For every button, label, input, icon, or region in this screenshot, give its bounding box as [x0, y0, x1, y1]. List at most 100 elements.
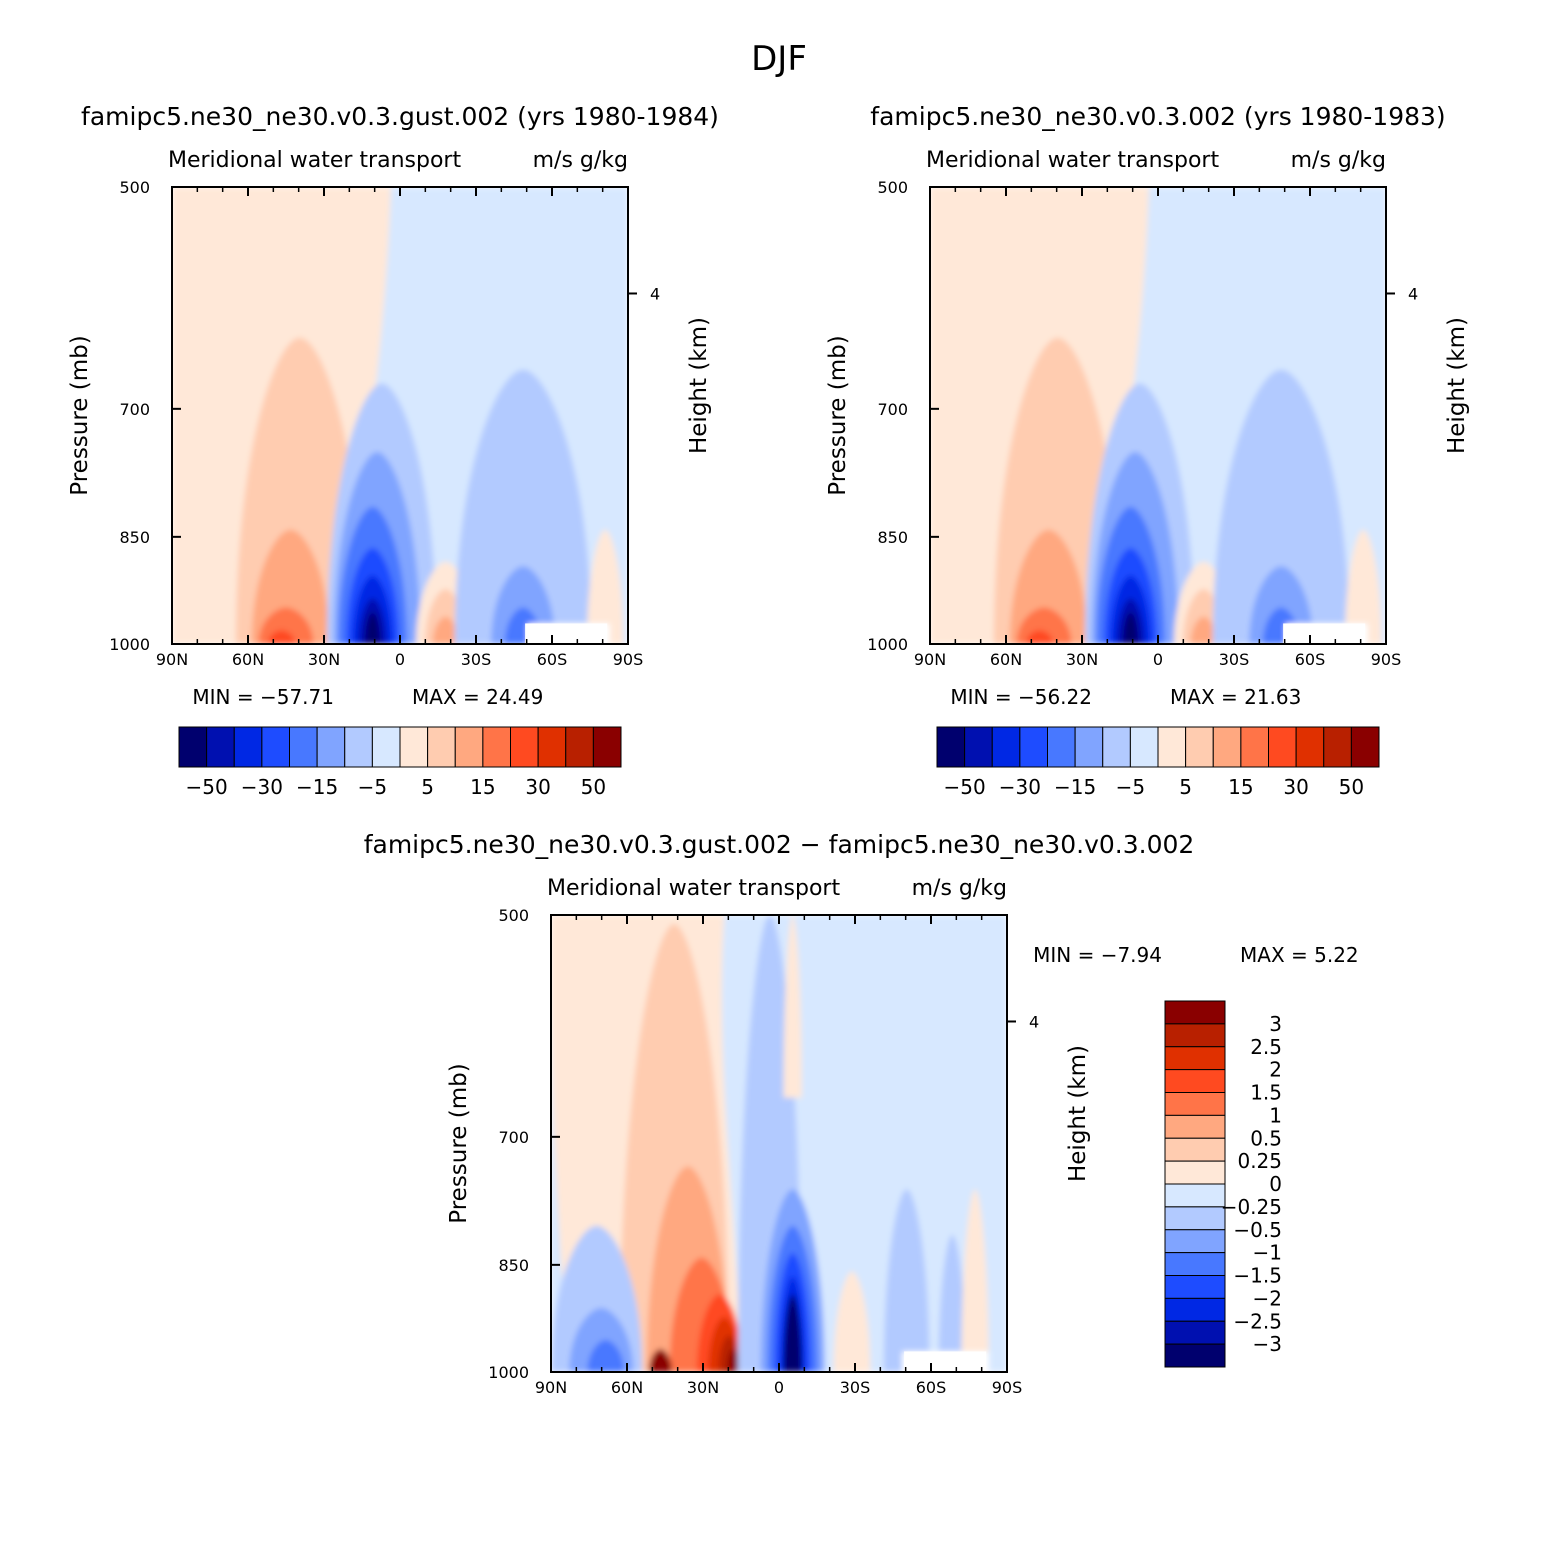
contour-field — [551, 915, 1007, 1372]
colorbar-box — [1164, 1114, 1226, 1139]
min-label: MIN = −57.71 — [192, 685, 334, 709]
colorbar-label: 2 — [1269, 1058, 1282, 1082]
colorbar-box — [1350, 726, 1380, 768]
colorbar-label: −5 — [1116, 775, 1145, 799]
colorbar-box — [537, 726, 567, 768]
colorbar-box — [936, 726, 966, 768]
y-tick-label: 700 — [119, 400, 150, 419]
diff-neg-sh-2 — [938, 1234, 966, 1372]
y-tick-label: 1000 — [867, 635, 908, 654]
colorbar-label: 0.5 — [1250, 1126, 1282, 1150]
x-tick-label: 30S — [840, 1378, 871, 1397]
y-right-tick-label: 4 — [650, 284, 660, 303]
colorbar-box — [1185, 726, 1214, 768]
y-tick-label: 700 — [877, 400, 908, 419]
colorbar-box — [454, 726, 484, 768]
y-right-tick-label: 4 — [1029, 1012, 1039, 1031]
colorbar-box — [991, 726, 1021, 768]
colorbar-box — [1164, 1275, 1226, 1299]
y-tick-label: 850 — [877, 528, 908, 547]
x-tick-label: 30N — [308, 650, 340, 669]
x-tick-label: 90S — [1371, 650, 1402, 669]
colorbar-label: 0 — [1269, 1172, 1282, 1196]
y-tick-label: 850 — [119, 528, 150, 547]
colorbar-box — [592, 726, 622, 768]
diff-pos-strip — [783, 915, 802, 1098]
contour-fill — [930, 187, 1386, 644]
colorbar-box — [1164, 1137, 1226, 1162]
x-tick-label: 0 — [1153, 650, 1163, 669]
colorbar-box — [964, 726, 993, 768]
colorbar-label: 2.5 — [1250, 1035, 1282, 1059]
colorbar-label: −5 — [358, 775, 387, 799]
min-label: MIN = −56.22 — [950, 685, 1092, 709]
colorbar-box — [316, 726, 346, 768]
x-tick-label: 60S — [537, 650, 568, 669]
x-tick-label: 30S — [461, 650, 492, 669]
colorbar-box — [482, 726, 511, 768]
colorbar-label: −2 — [1253, 1286, 1282, 1310]
x-tick-label: 60N — [611, 1378, 643, 1397]
colorbar-label: −0.25 — [1221, 1195, 1282, 1219]
variable-label: Meridional water transport — [926, 148, 1219, 173]
colorbar-label: −30 — [999, 775, 1041, 799]
panel-2: famipc5.ne30_ne30.v0.3.002 (yrs 1980-198… — [825, 102, 1470, 799]
diff-pos-7 — [727, 1349, 740, 1372]
colorbar-box — [1164, 1343, 1226, 1368]
x-tick-label: 0 — [395, 650, 405, 669]
colorbar-label: 5 — [1179, 775, 1192, 799]
colorbar-box — [1212, 726, 1242, 768]
contour-fill — [551, 915, 1007, 1372]
colorbar-box — [399, 726, 429, 768]
colorbar: 32.521.510.50.250−0.25−0.5−1−1.5−2−2.5−3 — [1164, 1000, 1282, 1368]
y-axis-label: Pressure (mb) — [825, 335, 851, 495]
colorbar-box — [1164, 1183, 1226, 1208]
y-right-axis-label: Height (km) — [1065, 1045, 1091, 1182]
colorbar-label: −1 — [1253, 1241, 1282, 1265]
colorbar-box — [1268, 726, 1297, 768]
mask — [1283, 623, 1366, 644]
colorbar-box — [261, 726, 290, 768]
colorbar-box — [1164, 1297, 1226, 1322]
diff-neg-nh-3 — [587, 1340, 624, 1372]
colorbar-box — [1164, 1069, 1226, 1093]
diff-pos-polar — [961, 1189, 989, 1372]
figure-title: DJF — [751, 39, 807, 79]
y-tick-label: 700 — [498, 1128, 529, 1147]
y-axis-label: Pressure (mb) — [446, 1063, 472, 1223]
diff-pos-8 — [649, 1349, 672, 1372]
contour-neg-sh-1 — [454, 369, 592, 644]
colorbar-label: 15 — [470, 775, 495, 799]
colorbar-label: −2.5 — [1233, 1309, 1282, 1333]
colorbar-box — [233, 726, 263, 768]
colorbar-label: 50 — [581, 775, 606, 799]
contour-neg-7 — [365, 612, 380, 644]
colorbar-label: −0.5 — [1233, 1218, 1282, 1242]
colorbar-box — [427, 726, 456, 768]
colorbar-box — [1164, 1206, 1226, 1231]
colorbar-box — [289, 726, 318, 768]
x-tick-label: 90S — [613, 650, 644, 669]
panel-1: famipc5.ne30_ne30.v0.3.gust.002 (yrs 198… — [67, 102, 719, 799]
colorbar-label: 30 — [1283, 775, 1308, 799]
min-label: MIN = −7.94 — [1033, 943, 1162, 967]
contour-neg-sh-1 — [1212, 369, 1350, 644]
x-tick-label: 30N — [687, 1378, 719, 1397]
colorbar-box — [1164, 1229, 1226, 1254]
colorbar-label: 1.5 — [1250, 1081, 1282, 1105]
colorbar-box — [1102, 726, 1131, 768]
contour-pos-polar — [586, 529, 624, 644]
contour-pos-4 — [1025, 630, 1054, 644]
colorbar-box — [1164, 1023, 1226, 1048]
colorbar-label: 5 — [421, 775, 434, 799]
x-tick-label: 90N — [535, 1378, 567, 1397]
colorbar-label: 1 — [1269, 1103, 1282, 1127]
mask — [904, 1351, 987, 1372]
colorbar-label: 3 — [1269, 1012, 1282, 1036]
units-label: m/s g/kg — [912, 876, 1007, 901]
x-tick-label: 30N — [1066, 650, 1098, 669]
x-tick-label: 90N — [156, 650, 188, 669]
y-right-tick-label: 4 — [1408, 284, 1418, 303]
colorbar-label: −30 — [241, 775, 283, 799]
x-tick-label: 60S — [1295, 650, 1326, 669]
